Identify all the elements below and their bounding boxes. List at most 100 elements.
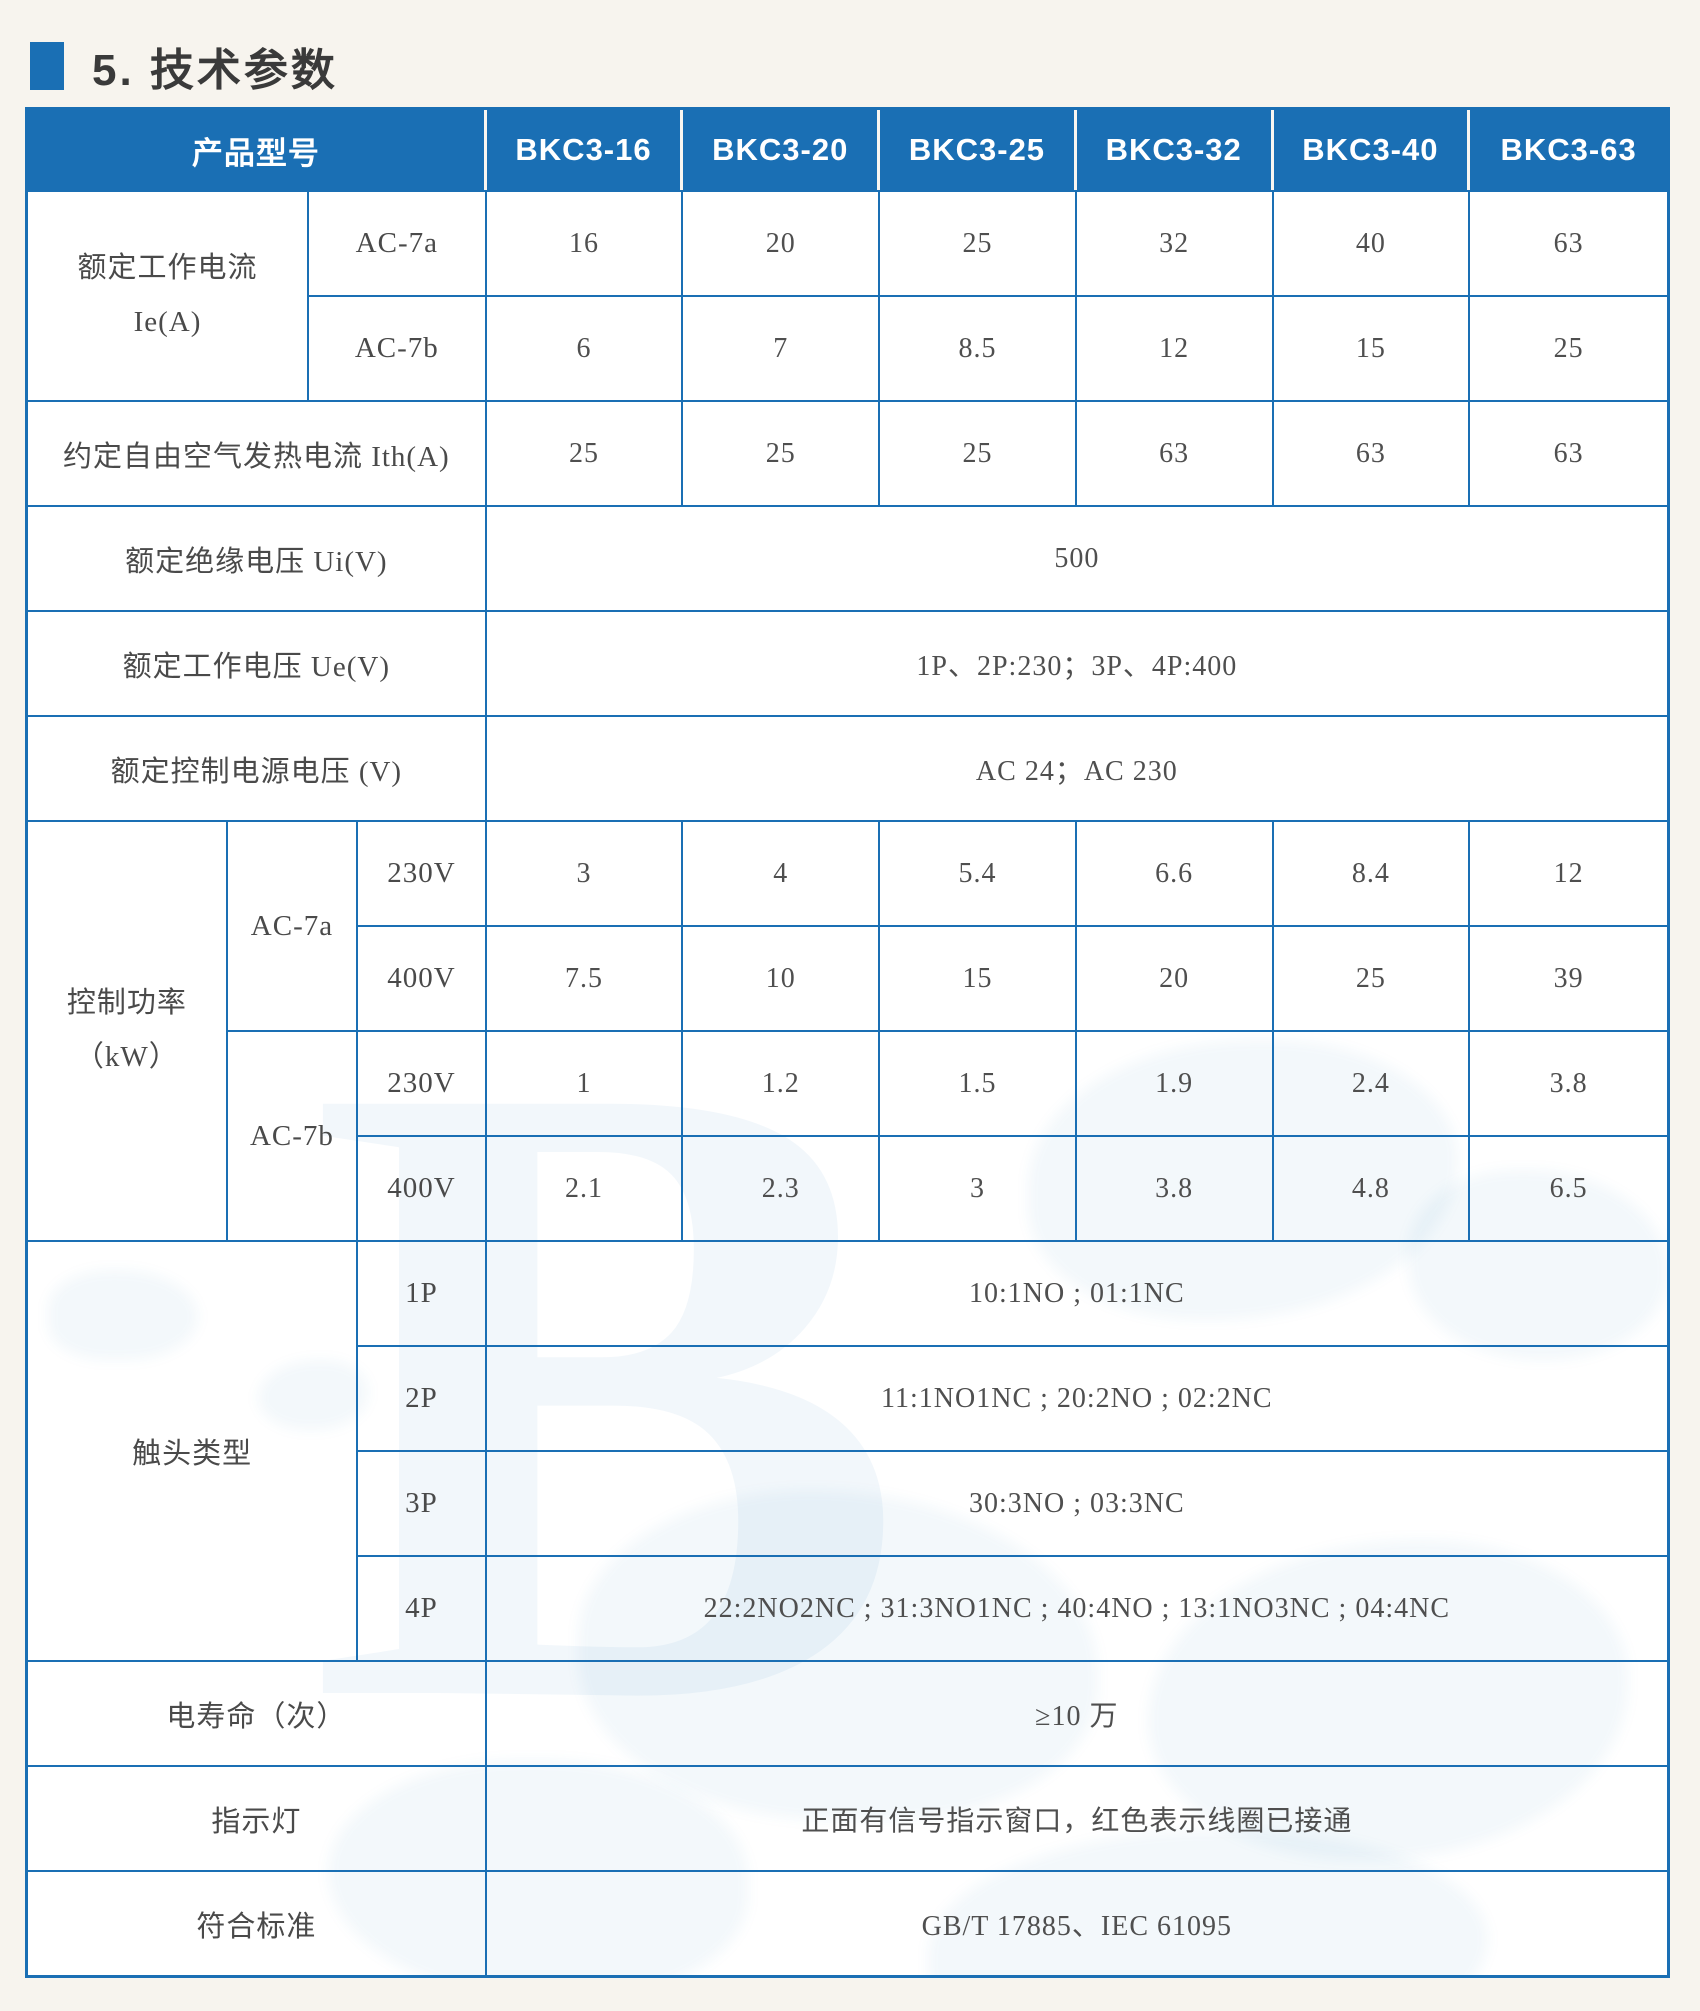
control-power-ac7b-400-row: 400V 2.1 2.3 3 3.8 4.8 6.5 [28,1135,1667,1240]
value-cell: 5.4 [880,820,1077,925]
section-title-text: 5. 技术参数 [92,46,338,95]
value-cell: 25 [683,400,881,505]
spec-table-container: B 产品型号 BKC3-16 BKC3-20 BKC3-25 BKC3-3 [25,107,1670,1978]
title-bullet-square [30,42,64,90]
value-cell: 25 [880,190,1077,295]
value-cell: 20 [683,190,881,295]
watermark-letter-b: B [308,891,909,1888]
control-power-ac7a-230-row: 控制功率 （kW） AC-7a 230V 3 4 5.4 6.6 8.4 12 [28,820,1667,1240]
value-cell: 63 [1273,400,1471,505]
working-voltage-row: 额定工作电压 Ue(V) 1P、2P:230；3P、4P:400 [28,610,1667,715]
contact-type-value-1p: 10:1NO ; 01:1NC [486,1240,1667,1345]
value-cell: 16 [486,190,684,295]
value-cell: 25 [1470,295,1667,400]
contact-type-label: 触头类型 [28,1240,359,1660]
contact-type-poles-1p: 1P [358,1240,487,1345]
value-cell: 15 [1273,295,1471,400]
value-cell: 6 [486,295,684,400]
table-header-row: 产品型号 BKC3-16 BKC3-20 BKC3-25 BKC3-32 BKC… [28,110,1667,190]
value-cell: 1.5 [880,1030,1077,1135]
control-power-category-ac7b: AC-7b [227,1030,359,1240]
header-model-bkc3-16: BKC3-16 [486,110,684,190]
insulation-voltage-label: 额定绝缘电压 Ui(V) [28,505,487,610]
value-cell: 12 [1076,295,1274,400]
indicator-value: 正面有信号指示窗口，红色表示线圈已接通 [486,1765,1667,1870]
electrical-life-label: 电寿命（次） [28,1660,487,1765]
electrical-life-value: ≥10 万 [486,1660,1667,1765]
control-supply-voltage-value: AC 24；AC 230 [486,715,1667,820]
value-cell: 25 [1273,925,1471,1030]
contact-type-1p-row: 触头类型 1P 10:1NO ; 01:1NC [28,1240,1667,1660]
value-cell: 8.5 [880,295,1077,400]
value-cell: 10 [683,925,881,1030]
contact-type-value-4p: 22:2NO2NC ; 31:3NO1NC ; 40:4NO ; 13:1NO3… [486,1555,1667,1660]
value-cell: 15 [880,925,1077,1030]
standards-row: 符合标准 GB/T 17885、IEC 61095 [28,1870,1667,1975]
rated-current-category-ac7a: AC-7a [309,190,487,295]
value-cell: 8.4 [1273,820,1471,925]
header-product-model: 产品型号 [28,110,487,190]
value-cell: 7.5 [486,925,684,1030]
value-cell: 7 [683,295,881,400]
value-cell: 2.3 [683,1135,881,1240]
value-cell: 20 [1076,925,1274,1030]
thermal-current-row: 约定自由空气发热电流 Ith(A) 25 25 25 63 63 63 [28,400,1667,505]
watermark-blob [258,1360,368,1430]
value-cell: 3 [880,1135,1077,1240]
value-cell: 40 [1273,190,1471,295]
control-power-voltage-400: 400V [358,925,487,1030]
value-cell: 6.6 [1076,820,1274,925]
value-cell: 63 [1470,400,1667,505]
value-cell: 2.4 [1273,1030,1471,1135]
standards-label: 符合标准 [28,1870,487,1975]
header-model-bkc3-25: BKC3-25 [880,110,1077,190]
insulation-voltage-row: 额定绝缘电压 Ui(V) 500 [28,505,1667,610]
header-model-bkc3-32: BKC3-32 [1076,110,1274,190]
contact-type-poles-4p: 4P [358,1555,487,1660]
watermark-blob [328,1760,748,1975]
indicator-row: 指示灯 正面有信号指示窗口，红色表示线圈已接通 [28,1765,1667,1870]
header-model-bkc3-20: BKC3-20 [683,110,881,190]
value-cell: 4.8 [1273,1135,1471,1240]
contact-type-value-2p: 11:1NO1NC ; 20:2NO ; 02:2NC [486,1345,1667,1450]
rated-current-category-ac7b: AC-7b [309,295,487,400]
value-cell: 3.8 [1076,1135,1274,1240]
control-power-voltage-230: 230V [358,820,487,925]
control-power-ac7b-230-row: AC-7b 230V 1 1.2 1.5 1.9 2.4 3.8 [28,1030,1667,1240]
value-cell: 63 [1470,190,1667,295]
control-power-voltage-230: 230V [358,1030,487,1135]
contact-type-4p-row: 4P 22:2NO2NC ; 31:3NO1NC ; 40:4NO ; 13:1… [28,1555,1667,1660]
value-cell: 1.2 [683,1030,881,1135]
contact-type-poles-3p: 3P [358,1450,487,1555]
contact-type-2p-row: 2P 11:1NO1NC ; 20:2NO ; 02:2NC [28,1345,1667,1450]
value-cell: 1 [486,1030,684,1135]
value-cell: 4 [683,820,881,925]
header-model-bkc3-40: BKC3-40 [1273,110,1471,190]
contact-type-3p-row: 3P 30:3NO ; 03:3NC [28,1450,1667,1555]
electrical-life-row: 电寿命（次） ≥10 万 [28,1660,1667,1765]
control-power-ac7a-400-row: 400V 7.5 10 15 20 25 39 [28,925,1667,1030]
rated-current-ac7a-row: 额定工作电流 Ie(A) AC-7a 16 20 25 32 40 63 [28,190,1667,400]
watermark-layer: B [28,110,1667,1975]
value-cell: 12 [1470,820,1667,925]
insulation-voltage-value: 500 [486,505,1667,610]
control-supply-voltage-label: 额定控制电源电压 (V) [28,715,487,820]
control-power-voltage-400: 400V [358,1135,487,1240]
working-voltage-label: 额定工作电压 Ue(V) [28,610,487,715]
rated-current-ac7b-row: AC-7b 6 7 8.5 12 15 25 [28,295,1667,400]
thermal-current-label: 约定自由空气发热电流 Ith(A) [28,400,487,505]
value-cell: 39 [1470,925,1667,1030]
header-model-bkc3-63: BKC3-63 [1470,110,1667,190]
value-cell: 3 [486,820,684,925]
value-cell: 63 [1076,400,1274,505]
value-cell: 1.9 [1076,1030,1274,1135]
value-cell: 3.8 [1470,1030,1667,1135]
control-power-label: 控制功率 （kW） [28,820,228,1240]
value-cell: 6.5 [1470,1135,1667,1240]
watermark-blob [48,1270,198,1360]
technical-parameters-table: 产品型号 BKC3-16 BKC3-20 BKC3-25 BKC3-32 BKC… [28,110,1667,1975]
control-power-category-ac7a: AC-7a [227,820,359,1030]
watermark-blob [1408,1170,1667,1360]
value-cell: 2.1 [486,1135,684,1240]
